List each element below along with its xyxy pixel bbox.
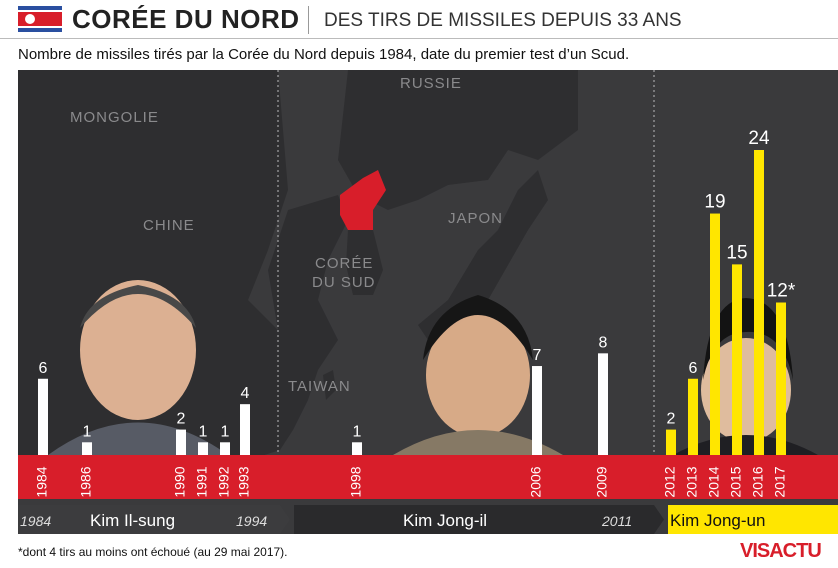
bar-2006	[532, 366, 542, 455]
bar-2013	[688, 378, 698, 455]
era-1-start: 1984	[20, 513, 51, 529]
era-1-end: 1994	[236, 513, 267, 529]
bar-label-2017: 12*	[767, 281, 796, 302]
bar-2017	[776, 302, 786, 455]
bar-label-2006: 7	[533, 347, 542, 364]
year-label-2014: 2014	[706, 466, 722, 497]
bar-label-1991: 1	[199, 423, 208, 440]
portrait-kim-jong-il	[393, 295, 563, 455]
year-label-2012: 2012	[662, 466, 678, 497]
map-label-japon: JAPON	[448, 210, 503, 227]
map-land-japan	[418, 170, 548, 340]
page-title: CORÉE DU NORD	[72, 4, 300, 34]
bar-label-2015: 15	[726, 242, 747, 263]
bar-label-1984: 6	[39, 360, 48, 377]
year-label-1991: 1991	[194, 466, 210, 497]
year-label-2006: 2006	[528, 466, 544, 497]
page-subtitle: DES TIRS DE MISSILES DEPUIS 33 ANS	[324, 10, 682, 31]
era-ribbon-1-arrow	[280, 505, 290, 534]
bar-2016	[754, 150, 764, 455]
north-korea-flag-icon	[18, 6, 62, 32]
bar-label-2014: 19	[704, 192, 725, 213]
year-label-1990: 1990	[172, 466, 188, 497]
chart-area: MONGOLIE CHINE RUSSIE JAPON CORÉE DU SUD…	[18, 70, 838, 534]
year-label-1984: 1984	[34, 466, 50, 497]
era-3-leader: Kim Jong-un	[670, 511, 765, 530]
map-label-coree-du-sud-1: CORÉE	[315, 255, 373, 272]
bar-2014	[710, 213, 720, 455]
year-label-2013: 2013	[684, 466, 700, 497]
bar-2015	[732, 264, 742, 455]
header-divider	[308, 6, 309, 34]
map-north-korea	[340, 170, 386, 230]
bar-label-1998: 1	[353, 423, 362, 440]
bar-label-1986: 1	[83, 423, 92, 440]
era-2-leader: Kim Jong-il	[403, 511, 487, 530]
footnote: *dont 4 tirs au moins ont échoué (au 29 …	[18, 545, 288, 559]
chart-svg: MONGOLIE CHINE RUSSIE JAPON CORÉE DU SUD…	[18, 70, 838, 534]
map-label-russie: RUSSIE	[400, 75, 462, 92]
bar-label-1990: 2	[177, 411, 186, 428]
bar-label-2012: 2	[667, 411, 676, 428]
bar-label-1992: 1	[221, 423, 230, 440]
visactu-logo: VISACTU	[740, 540, 822, 563]
era-ribbon-3	[668, 505, 838, 534]
map-land-taiwan	[323, 370, 336, 400]
era-2-end: 2011	[601, 513, 632, 529]
era-ribbon-2-arrow	[654, 505, 664, 534]
bar-1986	[82, 442, 92, 455]
year-label-2016: 2016	[750, 466, 766, 497]
era-ribbon-2	[294, 505, 654, 534]
bar-label-1993: 4	[241, 385, 250, 402]
bar-1984	[38, 378, 48, 455]
bar-label-2013: 6	[689, 360, 698, 377]
era-1-leader: Kim Il-sung	[90, 511, 175, 530]
bar-1998	[352, 442, 362, 455]
map-land-china-coast	[268, 195, 348, 450]
bar-1990	[176, 429, 186, 455]
chart-description: Nombre de missiles tirés par la Corée du…	[18, 46, 630, 63]
bar-label-2016: 24	[748, 128, 770, 149]
bar-label-2009: 8	[599, 334, 608, 351]
map-label-taiwan: TAIWAN	[288, 378, 351, 395]
bar-1993	[240, 404, 250, 455]
header-rule	[0, 38, 838, 39]
map-label-mongolie: MONGOLIE	[70, 109, 159, 126]
year-label-1993: 1993	[236, 466, 252, 497]
era-ribbon-1	[18, 505, 280, 534]
bar-2009	[598, 353, 608, 455]
map-label-coree-du-sud-2: DU SUD	[312, 274, 376, 291]
year-band	[18, 455, 838, 499]
year-label-1986: 1986	[78, 466, 94, 497]
map-land-russia	[338, 70, 578, 210]
bar-1991	[198, 442, 208, 455]
year-label-2009: 2009	[594, 466, 610, 497]
year-label-2015: 2015	[728, 466, 744, 497]
year-label-1998: 1998	[348, 466, 364, 497]
year-label-2017: 2017	[772, 466, 788, 497]
header: CORÉE DU NORD DES TIRS DE MISSILES DEPUI…	[0, 0, 838, 40]
year-label-1992: 1992	[216, 466, 232, 497]
logo-text: VISACTU	[740, 540, 822, 562]
map-land-south-korea	[346, 230, 383, 295]
bar-2012	[666, 429, 676, 455]
bar-1992	[220, 442, 230, 455]
map-label-chine: CHINE	[143, 217, 195, 234]
